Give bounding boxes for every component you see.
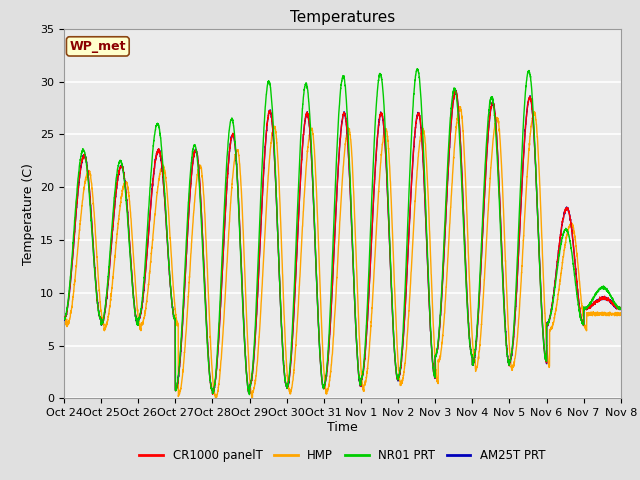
Legend: CR1000 panelT, HMP, NR01 PRT, AM25T PRT: CR1000 panelT, HMP, NR01 PRT, AM25T PRT: [135, 444, 550, 467]
Y-axis label: Temperature (C): Temperature (C): [22, 163, 35, 264]
Title: Temperatures: Temperatures: [290, 10, 395, 25]
X-axis label: Time: Time: [327, 421, 358, 434]
Text: WP_met: WP_met: [70, 40, 126, 53]
